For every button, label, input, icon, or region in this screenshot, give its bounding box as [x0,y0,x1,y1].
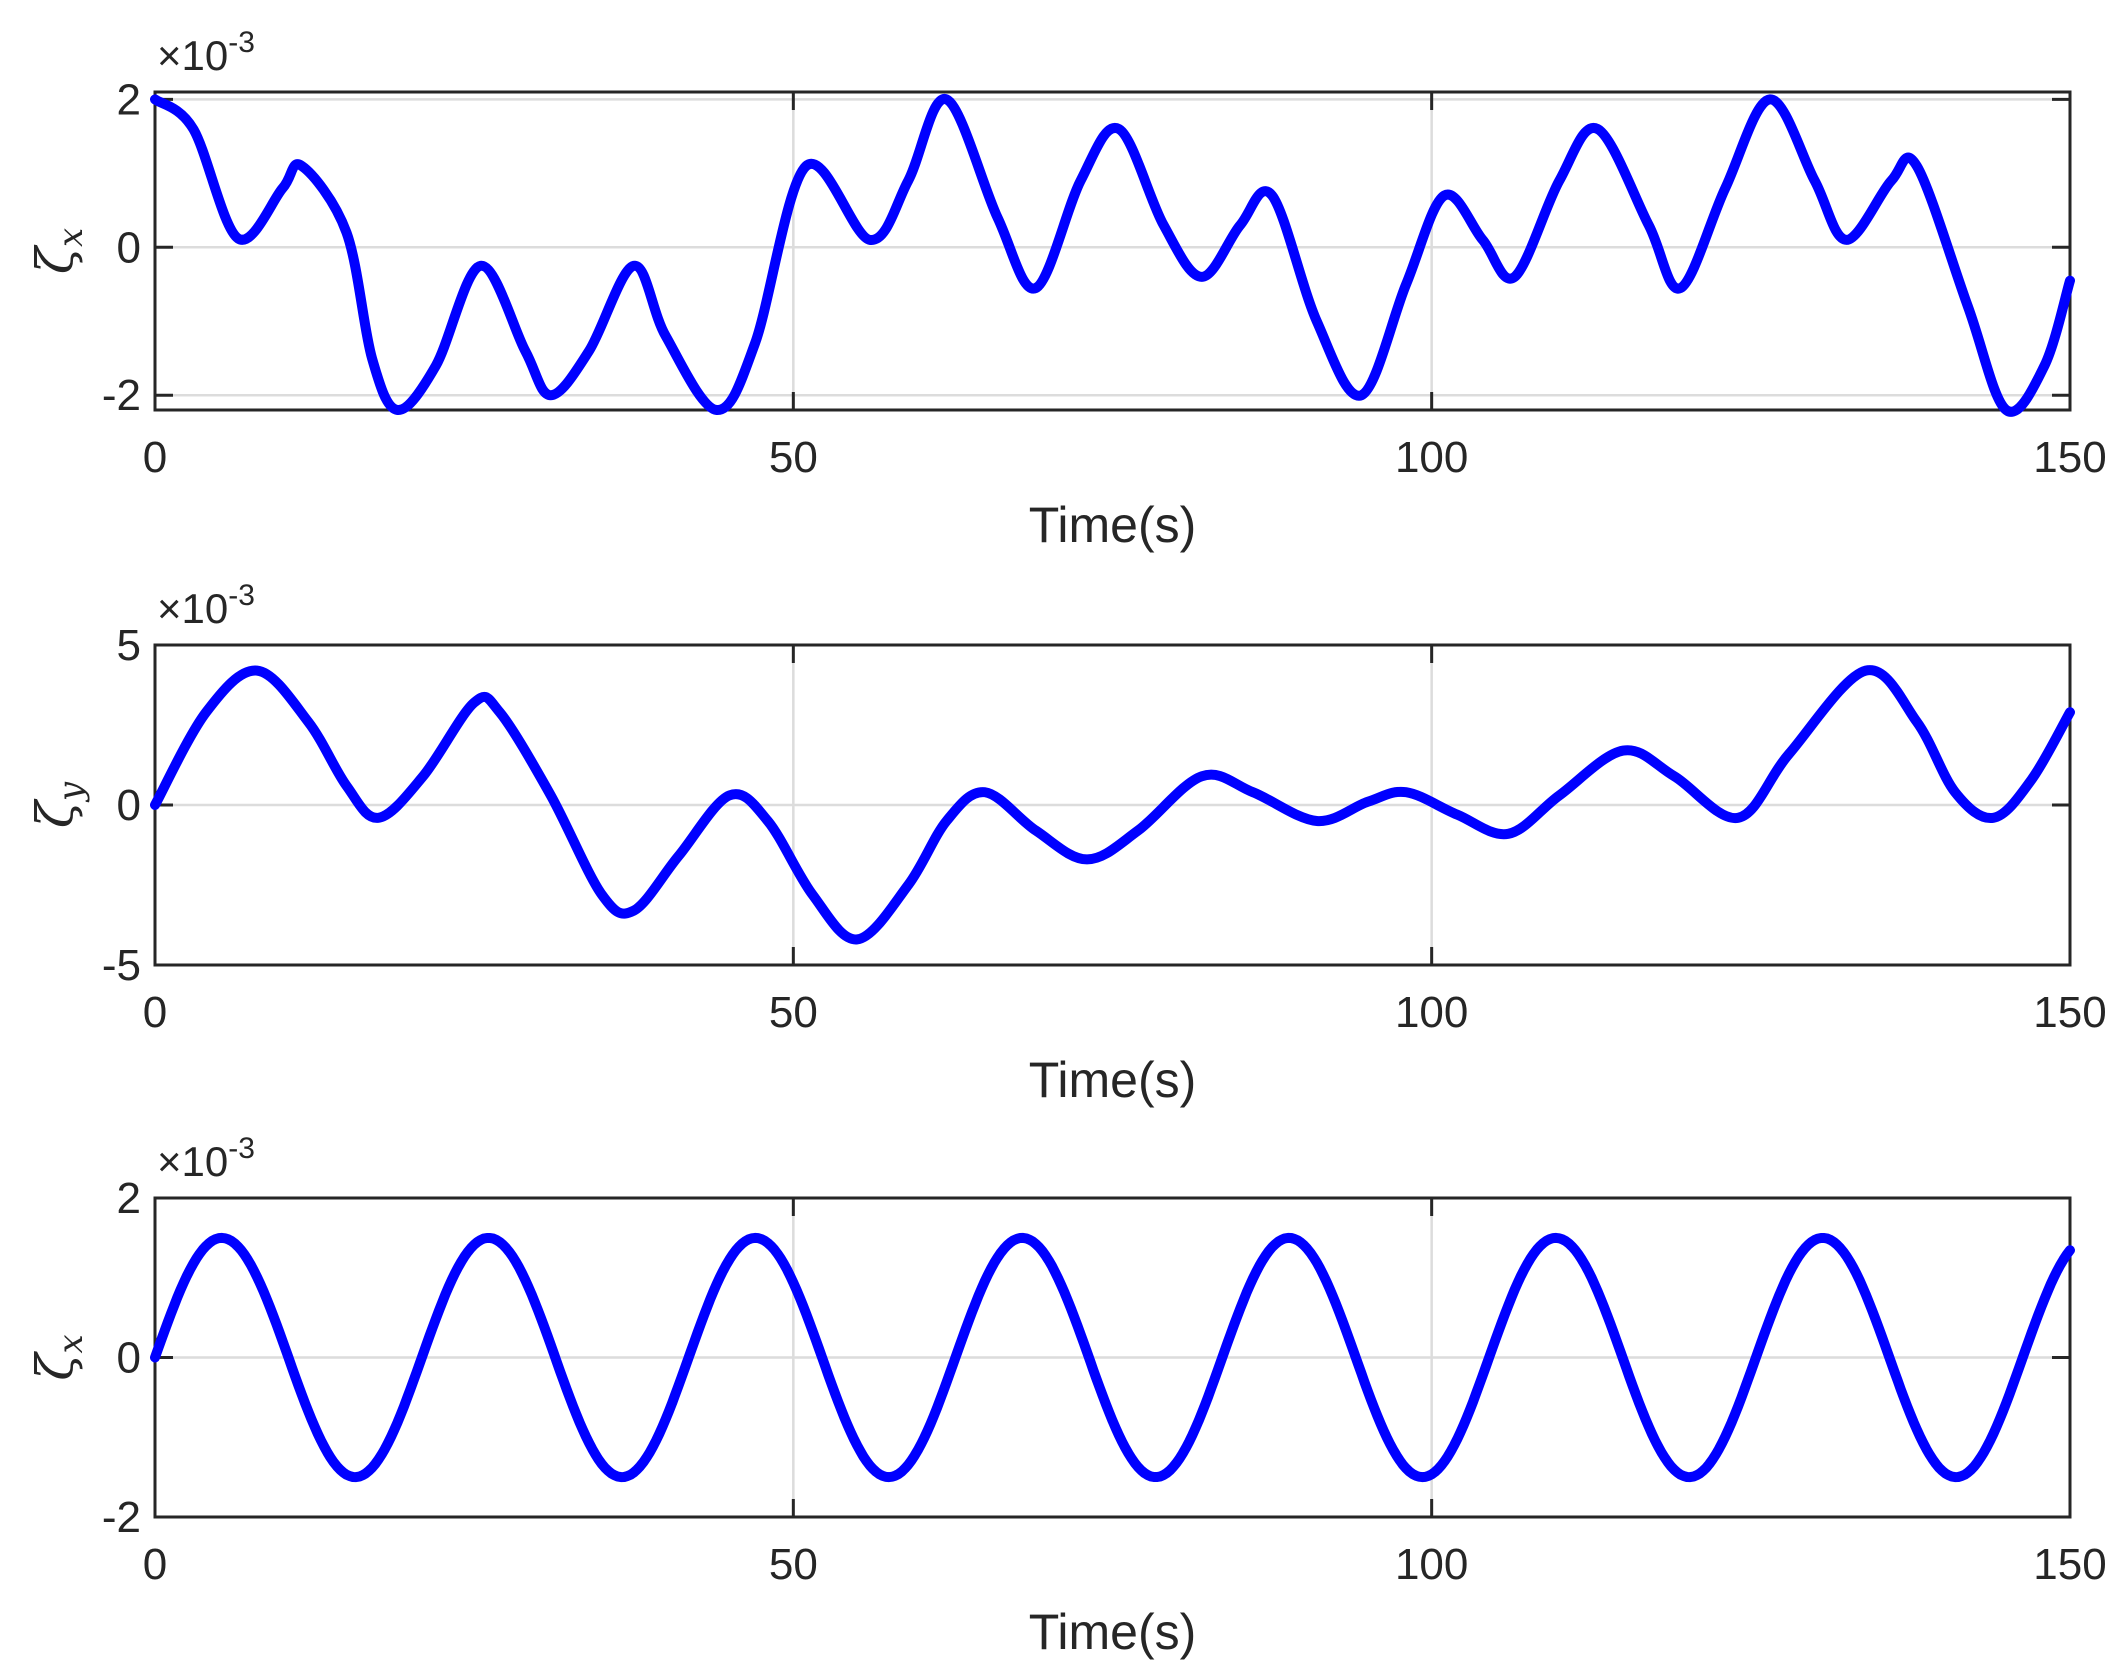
x-axis-label: Time(s) [1029,1052,1197,1108]
x-tick-label: 0 [143,988,167,1037]
series-line [150,665,2075,945]
x-tick-label: 50 [769,433,818,482]
subplot-2: 0 50 100 150 5 0 -5 ×10-3 Time(s) ζy [26,579,2107,1108]
y-axis-label: ζx [26,228,91,274]
x-tick-label: 50 [769,988,818,1037]
grid [153,1196,2072,1519]
y-tick-label: 0 [117,223,141,272]
grid [153,643,2072,967]
subplot-3: 0 50 100 150 2 0 -2 ×10-3 Time(s) ζx [26,1132,2107,1660]
x-tick-label: 150 [2033,988,2106,1037]
y-tick-labels: 2 0 -2 [102,75,141,420]
y-axis-label: ζx [26,1334,91,1380]
x-tick-label: 150 [2033,433,2106,482]
y-tick-label: 0 [117,1334,141,1383]
x-tick-label: 50 [769,1540,818,1589]
series-line [150,1232,2075,1483]
x-tick-label: 100 [1395,1540,1468,1589]
exponent-label: ×10-3 [157,579,255,632]
grid [153,92,2072,410]
y-tick-label: 0 [117,781,141,830]
y-tick-label: -5 [102,941,141,990]
y-tick-labels: 2 0 -2 [102,1174,141,1542]
x-axis-label: Time(s) [1029,1604,1197,1660]
y-axis-label: ζy [26,781,91,828]
subplot-1: 0 50 100 150 2 0 -2 ×10-3 Time(s) ζx [26,26,2107,553]
exponent-label: ×10-3 [157,1132,255,1185]
x-tick-labels: 0 50 100 150 [143,1540,2107,1589]
x-tick-label: 100 [1395,433,1468,482]
x-tick-labels: 0 50 100 150 [143,433,2107,482]
series-line [150,94,2075,417]
y-tick-label: 5 [117,621,141,670]
x-tick-label: 150 [2033,1540,2106,1589]
x-tick-label: 100 [1395,988,1468,1037]
y-tick-label: 2 [117,75,141,124]
y-tick-label: 2 [117,1174,141,1223]
x-axis-label: Time(s) [1029,497,1197,553]
y-tick-label: -2 [102,1493,141,1542]
y-tick-label: -2 [102,371,141,420]
x-tick-labels: 0 50 100 150 [143,988,2107,1037]
x-tick-label: 0 [143,433,167,482]
x-tick-label: 0 [143,1540,167,1589]
plot-frame [153,90,2072,412]
exponent-label: ×10-3 [157,26,255,79]
y-tick-labels: 5 0 -5 [102,621,141,990]
